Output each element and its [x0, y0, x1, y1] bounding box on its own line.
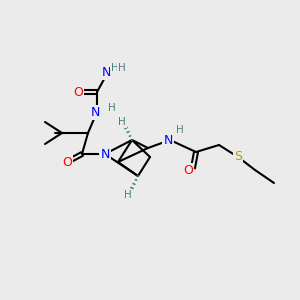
Text: O: O — [73, 85, 83, 98]
Text: H: H — [124, 190, 132, 200]
Text: S: S — [234, 151, 242, 164]
Text: H: H — [176, 125, 184, 135]
Text: H: H — [108, 103, 116, 113]
Text: H: H — [118, 63, 126, 73]
Text: N: N — [100, 148, 110, 160]
Text: O: O — [62, 155, 72, 169]
Text: N: N — [90, 106, 100, 118]
Text: H: H — [111, 63, 119, 73]
Text: O: O — [183, 164, 193, 176]
Text: H: H — [118, 117, 126, 127]
Text: N: N — [101, 65, 111, 79]
Text: N: N — [163, 134, 173, 146]
